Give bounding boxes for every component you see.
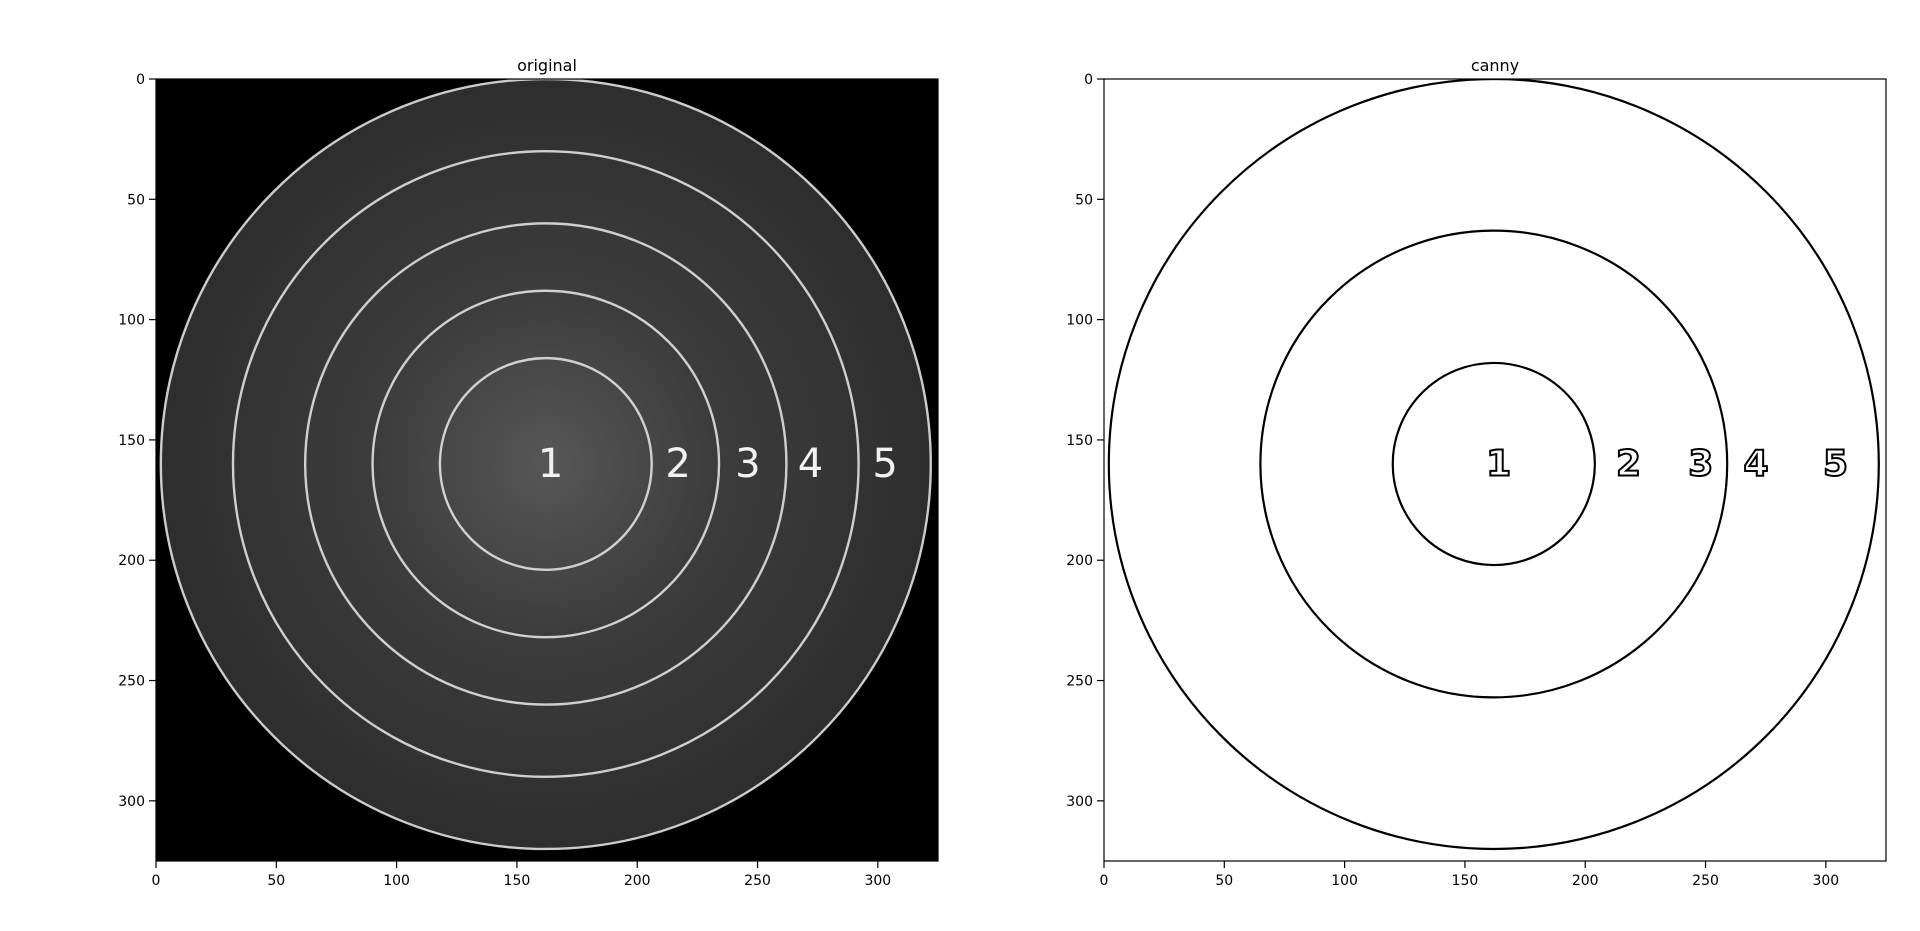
canny-number-label-2: 2 <box>1616 443 1641 484</box>
original-title: original <box>517 56 577 75</box>
original-y-tick-label-250: 250 <box>118 674 145 690</box>
canny-y-tick-label-200: 200 <box>1066 553 1093 569</box>
canny-title: canny <box>1471 56 1519 75</box>
canny-x-tick-label-150: 150 <box>1452 873 1479 889</box>
canny-number-label-5: 5 <box>1823 443 1848 484</box>
canny-ring-1 <box>1391 361 1596 567</box>
canny-ring-2 <box>1259 229 1729 699</box>
canny-y-tick-label-150: 150 <box>1066 433 1093 449</box>
original-ring-1 <box>438 356 653 572</box>
canny-number-label-3: 3 <box>1688 443 1713 484</box>
original-y-tick-label-200: 200 <box>118 553 145 569</box>
canny-y-tick-label-50: 50 <box>1075 192 1093 208</box>
canny-x-tick-label-250: 250 <box>1692 873 1719 889</box>
original-number-label-2: 2 <box>665 441 690 487</box>
canny-x-tick-label-300: 300 <box>1812 873 1839 889</box>
original-x-tick-label-100: 100 <box>383 873 410 889</box>
original-y-tick-label-50: 50 <box>127 192 145 208</box>
original-ring-5 <box>159 79 932 851</box>
original-x-tick-label-50: 50 <box>267 873 285 889</box>
canny-image-background <box>1104 79 1886 861</box>
canny-number-label-1: 1 <box>1486 443 1511 484</box>
original-x-tick-label-250: 250 <box>744 873 771 889</box>
original-y-tick-label-100: 100 <box>118 313 145 329</box>
canny-x-tick-label-200: 200 <box>1572 873 1599 889</box>
original-number-label-1: 1 <box>538 441 563 487</box>
canny-x-tick-label-50: 50 <box>1215 873 1233 889</box>
original-x-tick-label-0: 0 <box>152 873 161 889</box>
canny-axes-frame <box>1103 78 1887 862</box>
canny-y-tick-label-300: 300 <box>1066 794 1093 810</box>
canny-y-tick-label-100: 100 <box>1066 313 1093 329</box>
original-number-label-4: 4 <box>798 441 823 487</box>
original-number-label-5: 5 <box>872 441 897 487</box>
original-number-label-3: 3 <box>735 441 760 487</box>
canny-y-tick-label-0: 0 <box>1084 72 1093 88</box>
canny-number-label-4: 4 <box>1744 443 1769 484</box>
original-y-tick-label-150: 150 <box>118 433 145 449</box>
canny-axes: 1 2 3 4 50 50 100 150 200 250 30005010015020025030… <box>1066 56 1887 889</box>
original-ring-2 <box>371 289 721 639</box>
original-y-tick-label-0: 0 <box>136 72 145 88</box>
original-x-tick-label-300: 300 <box>864 873 891 889</box>
original-x-tick-label-200: 200 <box>624 873 651 889</box>
original-ring-3 <box>303 222 788 706</box>
original-x-tick-label-150: 150 <box>504 873 531 889</box>
original-y-tick-label-300: 300 <box>118 794 145 810</box>
original-axes-frame <box>155 78 939 862</box>
canny-y-tick-label-250: 250 <box>1066 674 1093 690</box>
canny-x-tick-label-100: 100 <box>1331 873 1358 889</box>
original-ring-4 <box>231 149 860 778</box>
canny-x-tick-label-0: 0 <box>1100 873 1109 889</box>
original-axes: 1 2 3 4 50 50 100 150 200 250 30005010015020025030… <box>118 56 939 889</box>
canny-ring-3 <box>1107 79 1880 850</box>
original-disc <box>160 79 931 849</box>
